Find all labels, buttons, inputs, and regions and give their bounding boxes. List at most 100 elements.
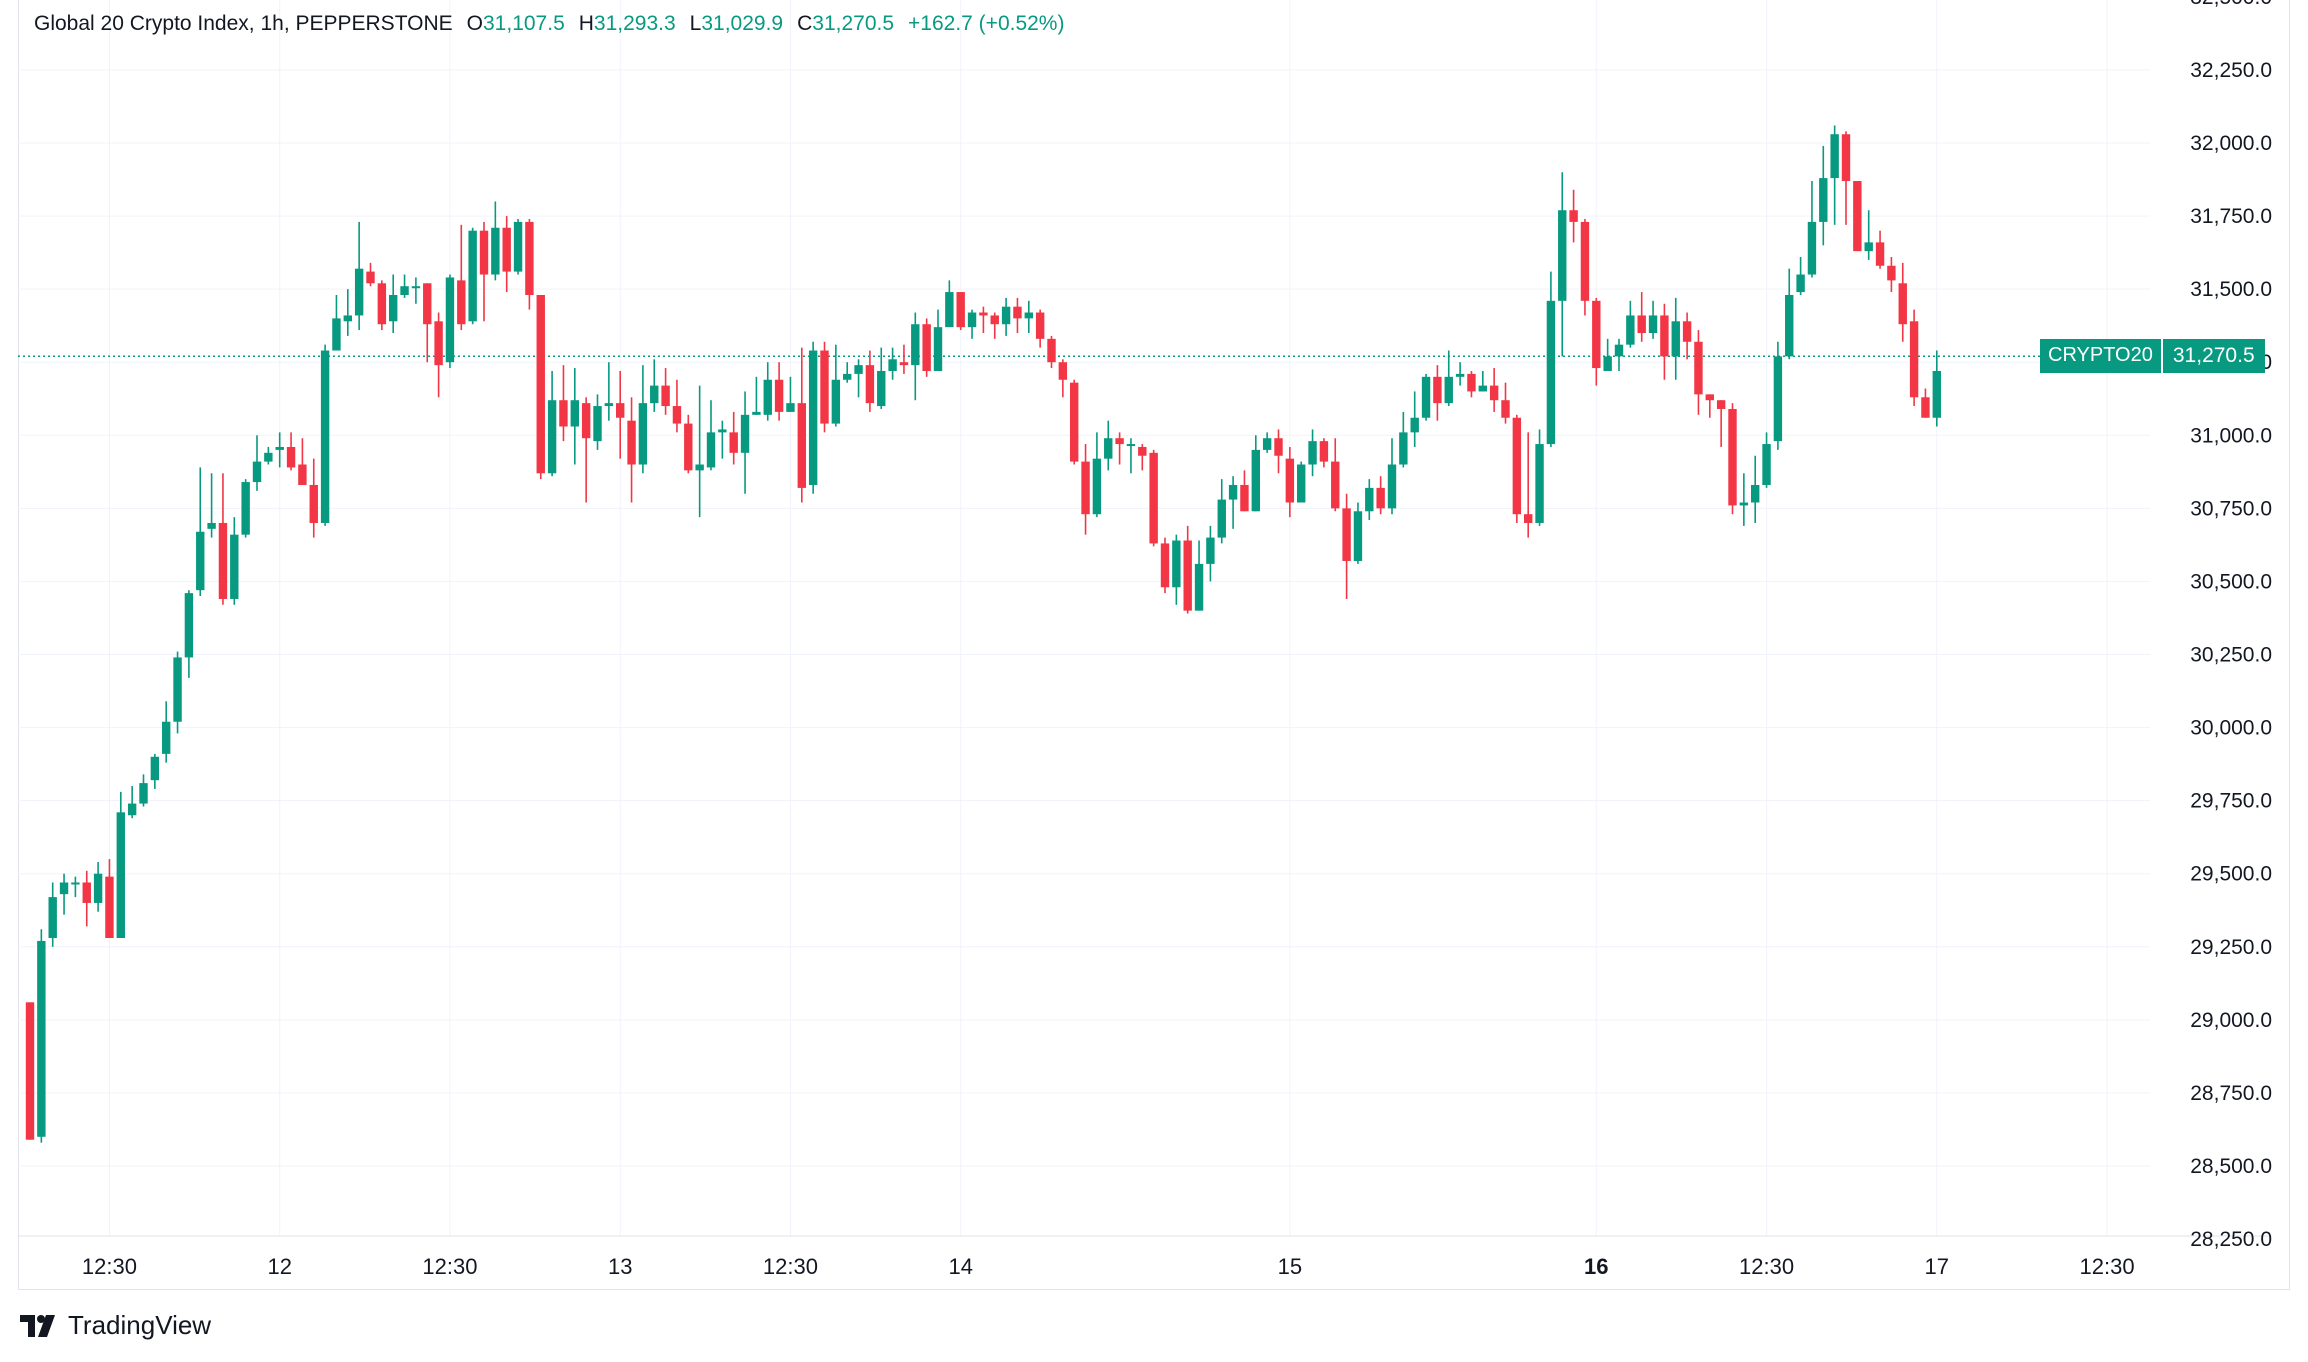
candle-body	[979, 312, 988, 316]
candle-body	[627, 420, 636, 465]
candle-up	[1773, 341, 1783, 450]
candle-up	[843, 362, 852, 383]
candle-down	[616, 370, 625, 459]
candle-body	[1671, 321, 1680, 357]
candle-body	[1478, 385, 1487, 392]
candle-body	[888, 359, 897, 371]
candle-body	[899, 362, 909, 366]
price-axis-label: 31,000.0	[2190, 424, 2272, 447]
legend-low-label: L	[689, 12, 702, 35]
time-axis-label: 12:30	[763, 1254, 818, 1279]
candle-body	[1455, 373, 1465, 377]
candle-body	[945, 292, 954, 328]
candle-up	[252, 435, 262, 491]
candle-up	[593, 394, 602, 450]
candle-body	[1013, 306, 1022, 319]
candle-down	[1160, 537, 1170, 594]
legend-open-value: 31,107.5	[483, 12, 565, 35]
candle-up	[638, 365, 648, 474]
candle-body	[513, 221, 523, 272]
candle-body	[457, 280, 466, 325]
price-axis-label: 29,500.0	[2190, 863, 2272, 886]
candle-body	[740, 414, 750, 453]
candle-up	[763, 362, 772, 421]
candle-down	[820, 341, 829, 433]
candle-up	[1932, 350, 1941, 427]
candle-down	[1853, 180, 1862, 252]
grid-layer	[18, 0, 2272, 1237]
candle-body	[59, 882, 69, 895]
candle-body	[922, 324, 931, 371]
candle-up	[59, 873, 69, 915]
candle-body	[1035, 312, 1045, 339]
candle-body	[241, 482, 250, 535]
candle-down	[1887, 256, 1896, 293]
candle-down	[1138, 444, 1147, 471]
candle-body	[207, 522, 216, 529]
candle-down	[536, 294, 545, 480]
candle-body	[1262, 438, 1272, 450]
footer[interactable]: TradingView	[20, 1310, 211, 1341]
candle-body	[468, 230, 477, 322]
candle-body	[933, 327, 943, 371]
candle-up	[1603, 338, 1612, 371]
candle-up	[1410, 391, 1419, 447]
candle-body	[1864, 242, 1873, 252]
candle-down	[1592, 297, 1601, 386]
candle-body	[1104, 438, 1113, 459]
candle-up	[127, 786, 137, 819]
candle-down	[1716, 400, 1726, 447]
candle-up	[1819, 145, 1828, 246]
candle-down	[1580, 218, 1590, 316]
candle-up	[1228, 476, 1238, 529]
candle-down	[1728, 403, 1737, 515]
candle-body	[1183, 540, 1192, 611]
candle-up	[93, 862, 103, 912]
candle-down	[1081, 444, 1090, 535]
candle-body	[71, 882, 80, 885]
price-axis-label: 30,500.0	[2190, 570, 2272, 593]
candle-body	[1512, 417, 1522, 515]
candle-body	[1648, 315, 1658, 333]
price-axis-label: 30,250.0	[2190, 644, 2272, 667]
candle-body	[1058, 362, 1068, 380]
candle-up	[37, 929, 46, 1143]
candle-body	[1785, 294, 1794, 357]
candle-body	[230, 534, 239, 599]
candle-body	[366, 271, 375, 284]
candle-down	[956, 292, 965, 331]
candle-up	[1365, 479, 1374, 521]
candle-up	[1785, 268, 1794, 360]
candle-up	[1626, 300, 1635, 348]
price-tag-symbol: CRYPTO20	[2040, 339, 2161, 374]
legend-close-value: 31,270.5	[812, 12, 895, 35]
candle-body	[1524, 514, 1533, 523]
candle-up	[877, 347, 886, 409]
candle-up	[967, 309, 977, 339]
candle-body	[547, 400, 557, 474]
candle-body	[332, 318, 341, 351]
candle-body	[1535, 444, 1544, 523]
price-axis-label: 32,000.0	[2190, 132, 2272, 155]
candle-up	[911, 312, 920, 401]
candle-body	[650, 385, 659, 404]
candle-up	[400, 274, 409, 298]
price-axis-label: 28,250.0	[2190, 1228, 2272, 1251]
candle-body	[1467, 373, 1476, 392]
candle-up	[173, 651, 182, 734]
candle-body	[581, 403, 591, 439]
candle-up	[1104, 420, 1113, 471]
candle-up	[1751, 455, 1760, 523]
candle-up	[1421, 373, 1431, 421]
candle-body	[25, 1002, 35, 1140]
candle-body	[1444, 376, 1453, 404]
price-axis-label: 32,250.0	[2190, 59, 2272, 82]
candle-body	[1558, 210, 1567, 301]
candle-up	[1206, 525, 1215, 582]
time-axis-label: 14	[948, 1254, 972, 1279]
candle-down	[434, 312, 443, 398]
candle-body	[570, 400, 579, 427]
candle-body	[1637, 315, 1646, 333]
price-axis-label: 28,500.0	[2190, 1155, 2272, 1178]
